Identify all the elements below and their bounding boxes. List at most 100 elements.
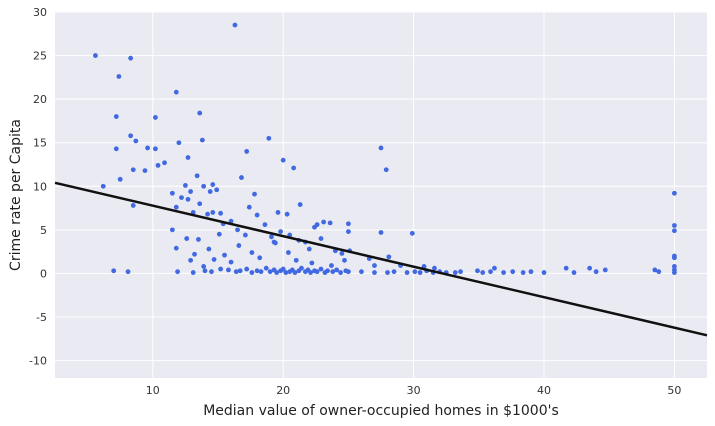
data-point [218,210,224,216]
x-axis-title: Median value of owner-occupied homes in … [203,403,559,419]
data-point [214,187,220,193]
data-point [330,269,336,275]
data-point [153,146,158,152]
data-point [175,269,180,275]
data-point [314,269,320,275]
data-point [249,250,255,255]
data-point [188,189,194,194]
data-point [325,268,330,274]
data-point [199,137,205,143]
x-tick-label: 30 [407,384,421,397]
data-point [155,162,161,168]
data-point [563,265,569,271]
data-point [205,211,210,217]
data-point [593,269,599,275]
y-tick-label: 0 [40,267,47,280]
data-point [196,237,201,242]
data-point [292,270,298,275]
data-point [385,270,390,275]
data-point [185,196,191,202]
data-point [280,266,286,272]
data-point [266,135,272,141]
x-tick-label: 50 [667,384,681,397]
data-point [452,270,458,275]
data-point [284,211,290,217]
data-point [128,55,134,61]
data-point [237,268,243,274]
data-point [272,240,278,246]
data-point [133,138,139,144]
data-point [492,265,497,271]
data-point [386,254,392,260]
data-point [130,167,136,173]
data-point [222,252,227,258]
data-point [306,246,312,252]
data-point [207,189,213,194]
data-point [432,265,437,271]
data-point [372,270,377,275]
data-point [283,270,289,275]
data-point [128,133,134,139]
data-point [275,210,281,215]
data-point [339,250,345,256]
data-point [346,269,351,275]
data-point [383,167,389,173]
data-point [184,236,190,241]
data-point [236,243,242,248]
y-tick-label: 25 [33,50,47,63]
data-point [480,270,486,275]
data-point [197,201,203,207]
data-point [571,270,577,275]
data-point [100,183,106,189]
data-point [412,269,418,275]
data-point [378,230,384,235]
data-point [162,160,167,166]
data-point [169,190,175,196]
data-point [528,269,534,275]
data-point [188,257,194,263]
data-point [117,176,123,182]
data-point [252,191,257,197]
data-point [190,270,196,275]
y-tick-label: 15 [33,137,47,150]
data-point [267,269,273,275]
regression-line-group [54,181,708,337]
data-point [417,270,423,275]
data-point [262,222,268,228]
y-tick-label: -10 [29,355,47,368]
x-tick-label: 20 [276,384,290,397]
data-point [235,227,240,233]
data-point [286,250,291,255]
data-point [510,269,516,275]
data-point [346,229,351,235]
data-point [308,270,313,275]
data-point [257,255,263,261]
data-point [233,269,239,275]
y-tick-label: 10 [33,180,47,193]
data-point [278,229,283,235]
data-point [297,202,303,207]
data-point [334,267,340,273]
data-point [458,269,463,275]
data-point [218,266,224,272]
data-point [210,210,216,215]
data-point [239,175,244,180]
data-point [202,268,208,274]
data-point [173,89,179,95]
data-point [501,270,506,275]
data-point [179,195,184,201]
data-point [475,268,480,274]
data-point [173,245,179,251]
y-tick-label: 5 [40,224,47,237]
data-point [520,270,526,275]
y-axis-title: Crime rate per Capita [8,119,24,271]
data-point [274,270,280,275]
grid-lines [55,11,707,378]
data-point [602,267,608,273]
data-point [183,183,188,188]
data-point [194,173,200,179]
data-point [185,155,191,160]
data-point [672,270,677,275]
